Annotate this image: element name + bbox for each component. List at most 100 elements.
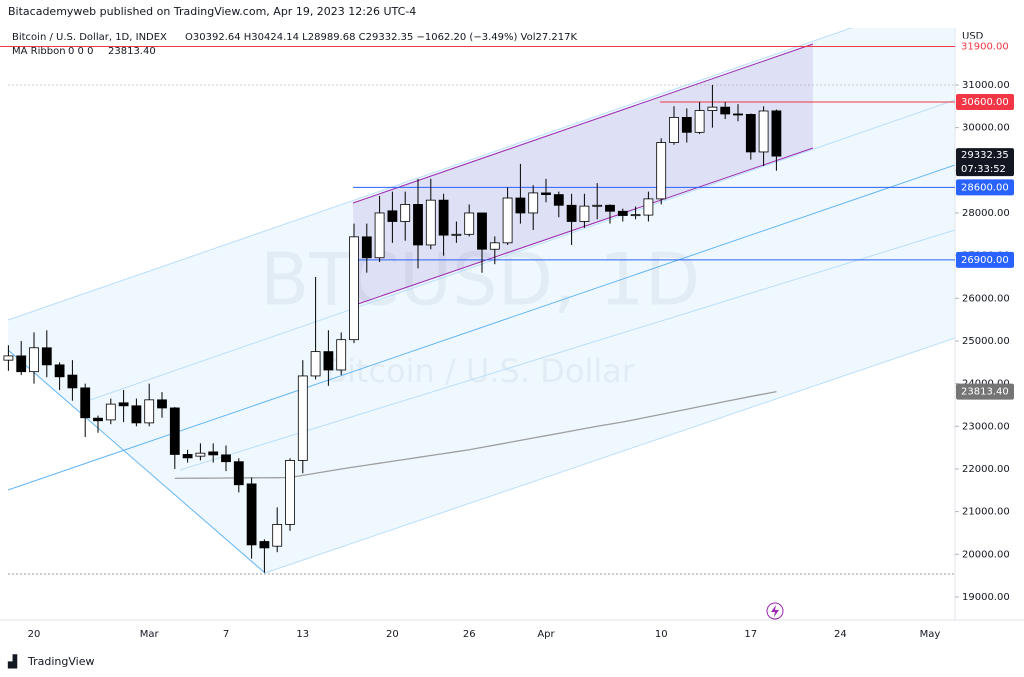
candle-body bbox=[566, 204, 577, 222]
y-tick-label: 23000.00 bbox=[962, 421, 1010, 432]
candle-body bbox=[157, 399, 167, 409]
countdown: 07:33:52 bbox=[961, 164, 1006, 175]
ma-tag-bg bbox=[956, 383, 1014, 400]
candle-body bbox=[592, 204, 603, 207]
candle-body bbox=[259, 541, 270, 549]
candle-body bbox=[93, 417, 103, 422]
currency: USD bbox=[962, 31, 984, 42]
candle-body bbox=[413, 204, 423, 246]
ma-tag: 23813.40 bbox=[961, 387, 1009, 398]
candle-body bbox=[80, 387, 91, 419]
x-tick-label: Mar bbox=[140, 629, 160, 640]
y-tick-label: 31000.00 bbox=[962, 80, 1010, 91]
x-tick-label: Apr bbox=[537, 629, 555, 640]
candle-body bbox=[169, 407, 180, 455]
candle-body bbox=[617, 210, 628, 216]
channel-line bbox=[264, 337, 955, 574]
candle-body bbox=[477, 212, 487, 250]
level-tag: 30600.00 bbox=[961, 97, 1009, 108]
candle-body bbox=[541, 192, 551, 196]
candle-body bbox=[3, 355, 14, 361]
candle-body bbox=[208, 451, 219, 456]
y-tick-label: 30000.00 bbox=[962, 123, 1010, 134]
caption: Bitacademyweb published on TradingView.c… bbox=[8, 5, 416, 18]
candle-body bbox=[771, 110, 782, 157]
candle-body bbox=[336, 339, 347, 371]
y-tick-label: 22000.00 bbox=[962, 464, 1010, 475]
candle-body bbox=[323, 351, 334, 371]
x-tick-label: 7 bbox=[223, 629, 229, 640]
chart-title: Bitcoin / U.S. Dollar, 1D, INDEX bbox=[12, 32, 167, 43]
level-tag: 31900.00 bbox=[961, 42, 1009, 53]
ma-legend-name: MA Ribbon bbox=[12, 46, 66, 57]
candle-body bbox=[387, 210, 398, 222]
channel-line bbox=[7, 164, 955, 491]
channel-line bbox=[89, 99, 955, 401]
level-tag: 26900.00 bbox=[961, 255, 1009, 266]
event-icon[interactable] bbox=[766, 602, 784, 620]
channel-line bbox=[179, 229, 955, 471]
ohlc-legend: O30392.64 H30424.14 L28989.68 C29332.35 … bbox=[185, 32, 578, 43]
level-tag-bg bbox=[956, 94, 1014, 111]
parallel-channel bbox=[353, 44, 813, 305]
y-tick-label: 20000.00 bbox=[962, 549, 1010, 560]
candle-body bbox=[233, 461, 244, 486]
channel-line bbox=[7, 28, 853, 321]
level-tag: 28600.00 bbox=[961, 182, 1009, 193]
watermark: BTCUSD, 1D bbox=[260, 238, 700, 322]
level-tag-bg bbox=[956, 179, 1014, 196]
watermark-sub: Bitcoin / U.S. Dollar bbox=[325, 352, 636, 390]
candle-body bbox=[502, 197, 513, 244]
trend-line bbox=[7, 349, 266, 574]
ma-legend-params: 0 0 0 bbox=[68, 46, 93, 57]
candle-body bbox=[515, 197, 526, 214]
x-tick-label: May bbox=[920, 629, 941, 640]
candle-body bbox=[605, 204, 615, 212]
candle-body bbox=[451, 233, 462, 236]
x-tick-label: 24 bbox=[834, 629, 847, 640]
candle-body bbox=[182, 454, 193, 459]
candle-body bbox=[656, 142, 667, 200]
candle-body bbox=[489, 242, 500, 250]
candle-body bbox=[285, 460, 295, 525]
candle-body bbox=[54, 364, 65, 378]
candle-body bbox=[681, 116, 692, 133]
y-tick-label: 25000.00 bbox=[962, 336, 1010, 347]
candle-body bbox=[67, 374, 78, 389]
footer-logo: ▟ bbox=[7, 654, 18, 669]
candle-body bbox=[400, 204, 411, 222]
y-tick-label: 19000.00 bbox=[962, 592, 1010, 603]
x-tick-label: 26 bbox=[463, 629, 476, 640]
plot bbox=[0, 46, 955, 573]
candle-body bbox=[361, 236, 372, 259]
channel-line bbox=[352, 43, 814, 204]
candle-body bbox=[438, 199, 449, 236]
x-tick-label: 13 bbox=[296, 629, 309, 640]
candle-body bbox=[221, 454, 231, 463]
candle-body bbox=[694, 110, 705, 133]
candle-body bbox=[745, 114, 756, 153]
candle-body bbox=[297, 375, 308, 461]
candle-body bbox=[579, 205, 590, 222]
candle-body bbox=[131, 405, 142, 424]
x-tick-label: 10 bbox=[655, 629, 668, 640]
x-tick-label: 17 bbox=[744, 629, 757, 640]
y-tick-label: 28000.00 bbox=[962, 208, 1010, 219]
level-tag-bg bbox=[956, 38, 1014, 55]
footer: TradingView bbox=[27, 655, 94, 668]
x-tick-label: 20 bbox=[28, 629, 41, 640]
candle-body bbox=[349, 236, 359, 341]
candle-body bbox=[733, 113, 743, 116]
candle-body bbox=[720, 106, 731, 115]
drawings: BTCUSD, 1D Bitcoin / U.S. Dollar bbox=[7, 28, 955, 575]
level-tag-bg bbox=[956, 251, 1014, 268]
ma-line bbox=[174, 390, 777, 479]
x-tick-label: 20 bbox=[386, 629, 399, 640]
last-price-tag: 29332.35 bbox=[961, 150, 1009, 161]
candle-body bbox=[195, 452, 206, 457]
candle-body bbox=[553, 194, 564, 206]
candle-body bbox=[758, 110, 769, 153]
y-tick-label: 21000.00 bbox=[962, 507, 1010, 518]
